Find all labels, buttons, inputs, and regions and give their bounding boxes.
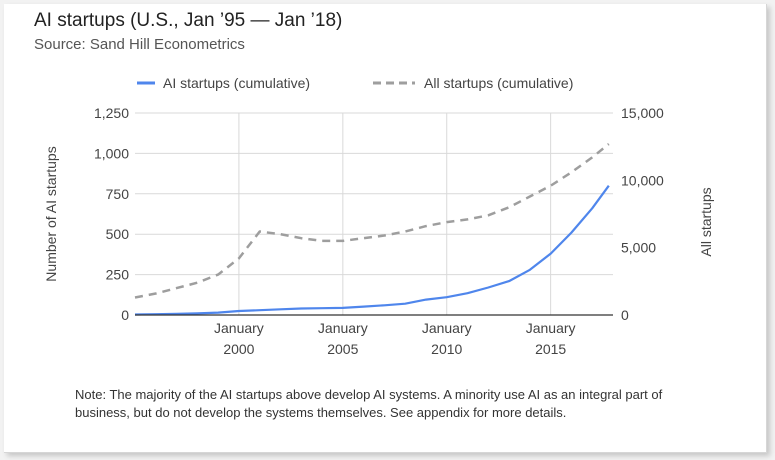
y-tick-label: 750 xyxy=(106,186,130,202)
x-tick-label: January xyxy=(422,320,472,336)
y2-tick-label: 10,000 xyxy=(621,172,664,188)
y-tick-label: 1,250 xyxy=(94,105,129,121)
y2-tick-label: 0 xyxy=(621,307,629,323)
chart-card xyxy=(4,4,767,453)
ai-startups-line xyxy=(134,185,610,316)
legend: AI startups (cumulative) All startups (cu… xyxy=(137,75,573,91)
axes-layer: 0 250 500 750 1,000 1,250 0 5,000 10,000 15,000 Ja… xyxy=(43,105,714,357)
y-tick-label: 1,000 xyxy=(94,145,129,161)
x-tick-label-year: 2010 xyxy=(431,341,462,357)
legend-all-label: All startups (cumulative) xyxy=(424,75,573,91)
gridlines xyxy=(135,112,613,315)
series-layer xyxy=(134,143,610,316)
footnote: Note: The majority of the AI startups ab… xyxy=(75,387,663,420)
y-tick-label: 0 xyxy=(121,307,129,323)
x-tick-label: January xyxy=(318,320,368,336)
y2-axis-title: All startups xyxy=(698,187,714,256)
x-tick-label-year: 2005 xyxy=(327,341,358,357)
y2-tick-label: 15,000 xyxy=(621,105,664,121)
chart-title: AI startups (U.S., Jan ’95 — Jan ’18) xyxy=(34,10,343,31)
y-tick-label: 500 xyxy=(106,226,130,242)
x-tick-label: January xyxy=(214,320,264,336)
x-tick-label-year: 2015 xyxy=(535,341,566,357)
legend-ai-label: AI startups (cumulative) xyxy=(163,75,310,91)
y-axis-title: Number of AI startups xyxy=(43,146,59,281)
x-tick-label: January xyxy=(526,320,576,336)
chart-subtitle: Source: Sand Hill Econometrics xyxy=(34,36,245,53)
y2-tick-label: 5,000 xyxy=(621,240,656,256)
x-tick-label-year: 2000 xyxy=(223,341,254,357)
y-tick-label: 250 xyxy=(106,267,130,283)
